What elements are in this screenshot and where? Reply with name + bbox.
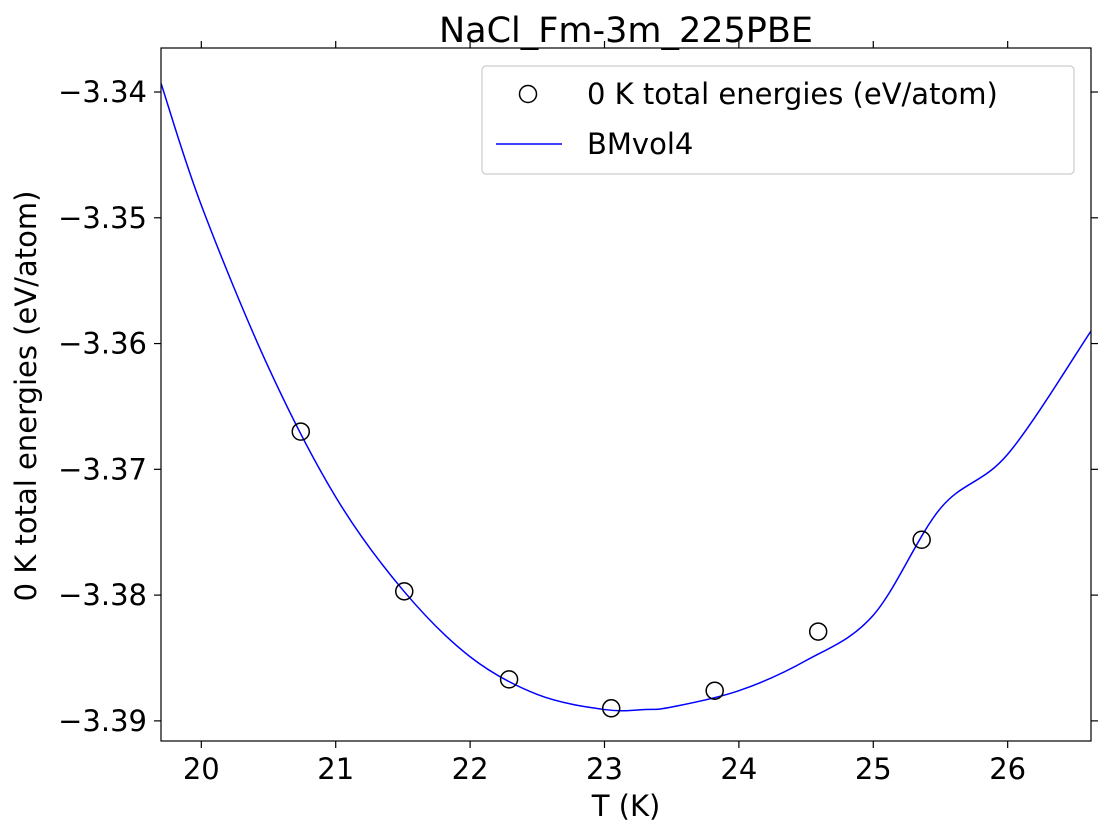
plot-area: 20 21 22 23 24 25 26 −3.34 −3.35 −3.36 −3.37 −3.38 −… <box>58 41 1098 786</box>
data-point <box>395 582 414 601</box>
x-tick-label: 25 <box>855 752 892 786</box>
data-point <box>601 699 621 718</box>
y-tick-label: −3.35 <box>58 201 147 235</box>
x-tick-label: 22 <box>452 752 489 786</box>
data-point <box>291 422 311 441</box>
y-axis-title: 0 K total energies (eV/atom) <box>9 191 43 602</box>
x-tick-label: 21 <box>317 752 354 786</box>
data-point <box>808 622 828 641</box>
x-tick-label: 23 <box>586 752 623 786</box>
chart-title: NaCl_Fm-3m_225PBE <box>439 11 813 51</box>
data-point <box>912 530 931 550</box>
y-tick-label: −3.39 <box>58 704 147 738</box>
legend-marker-circle <box>518 84 538 104</box>
series-line-bmvol4 <box>161 82 1091 712</box>
legend-box <box>481 65 1075 175</box>
plot-frame <box>160 47 1092 742</box>
legend: 0 K total energies (eV/atom) BMvol4 <box>481 65 1075 175</box>
data-point <box>705 681 724 700</box>
y-tick-label: −3.34 <box>58 75 147 109</box>
x-tick-label: 26 <box>989 752 1026 786</box>
y-tick-label: −3.37 <box>58 452 147 486</box>
x-tick-label: 24 <box>720 752 757 786</box>
data-point <box>499 670 519 689</box>
x-axis-title: T (K) <box>591 789 661 823</box>
legend-label: 0 K total energies (eV/atom) <box>587 77 998 111</box>
legend-label: BMvol4 <box>587 127 693 161</box>
y-tick-label: −3.36 <box>58 327 147 361</box>
y-tick-label: −3.38 <box>58 578 147 612</box>
x-tick-label: 20 <box>183 752 220 786</box>
